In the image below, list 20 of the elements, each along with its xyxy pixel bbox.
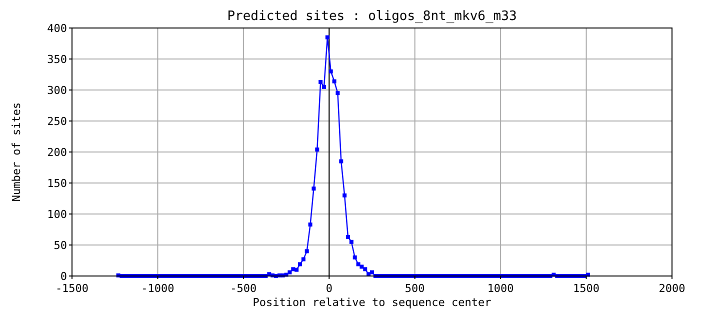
x-tick-label: 1000	[487, 282, 514, 295]
y-tick-label: 50	[54, 239, 67, 252]
x-tick-label: 500	[404, 282, 425, 295]
chart-title: Predicted sites : oligos_8nt_mkv6_m33	[227, 9, 517, 24]
x-tick-label: -500	[230, 282, 257, 295]
y-axis-title: Number of sites	[10, 102, 23, 202]
x-tick-label: 1500	[573, 282, 600, 295]
y-tick-label: 200	[47, 146, 67, 159]
y-tick-label: 300	[47, 84, 67, 97]
y-tick-label: 0	[60, 270, 67, 283]
x-tick-label: -1500	[55, 282, 89, 295]
x-tick-label: 2000	[658, 282, 686, 295]
x-tick-label: -1000	[141, 282, 174, 295]
y-tick-label: 250	[47, 115, 67, 128]
x-axis-title: Position relative to sequence center	[252, 296, 492, 309]
y-tick-label: 350	[47, 53, 67, 66]
y-tick-label: 400	[47, 22, 67, 35]
y-tick-label: 150	[47, 177, 67, 190]
x-tick-label: 0	[326, 282, 332, 295]
y-tick-label: 100	[47, 208, 67, 221]
